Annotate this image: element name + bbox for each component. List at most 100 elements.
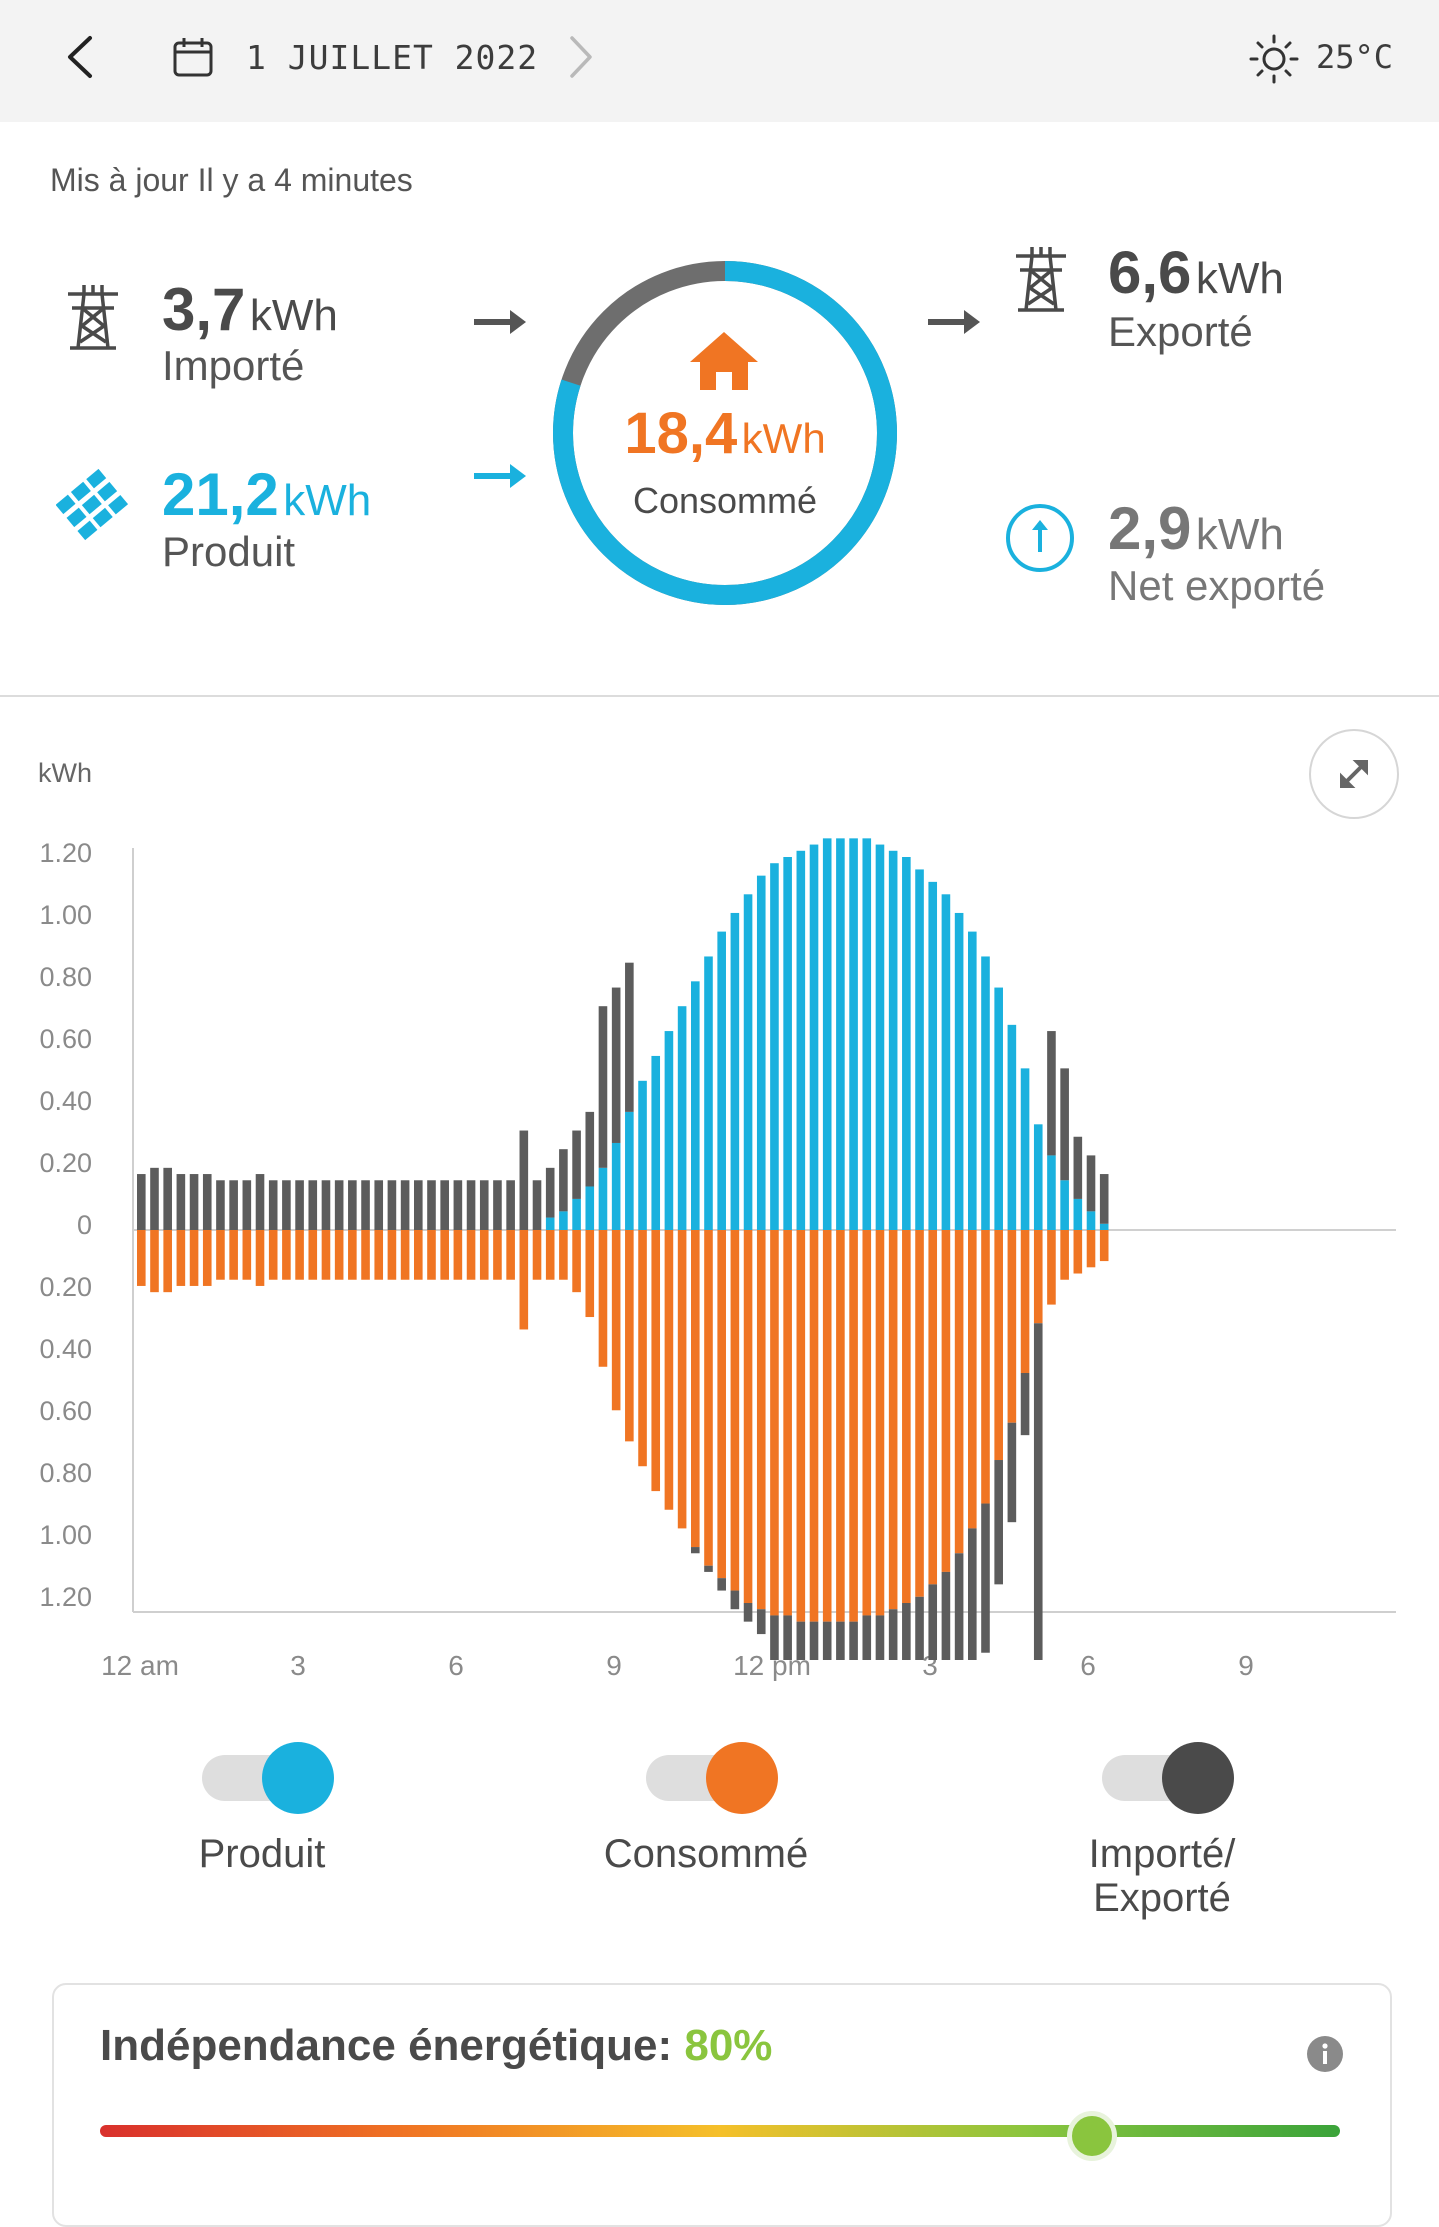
- info-icon[interactable]: [1306, 2035, 1344, 2073]
- bar-exported: [888, 1609, 898, 1660]
- bar-exported: [836, 1621, 845, 1660]
- bar-imported: [1086, 1155, 1096, 1212]
- forward-chevron-icon[interactable]: [566, 34, 596, 80]
- bar-exported: [981, 1503, 990, 1653]
- bar-consumed: [545, 1230, 555, 1280]
- y-tick-label: 0.20: [39, 1148, 92, 1178]
- bar-consumed: [427, 1230, 436, 1280]
- bar-consumed: [163, 1230, 172, 1293]
- bar-consumed: [176, 1230, 186, 1286]
- bar-produced: [1099, 1223, 1109, 1230]
- bar-imported: [255, 1174, 265, 1230]
- bar-produced: [743, 894, 753, 1230]
- bar-consumed: [453, 1230, 463, 1280]
- bar-consumed: [809, 1230, 819, 1622]
- energy-independence-card[interactable]: Indépendance énergétique: 80%: [52, 1983, 1392, 2227]
- bar-imported: [1099, 1174, 1109, 1224]
- bar-consumed: [1086, 1230, 1096, 1268]
- bar-consumed: [559, 1230, 568, 1280]
- independence-gauge-knob: [1067, 2111, 1117, 2161]
- expand-chart-button[interactable]: [1309, 729, 1399, 819]
- bar-produced: [796, 850, 806, 1230]
- bar-exported: [783, 1615, 792, 1660]
- bar-imported: [216, 1180, 225, 1230]
- consumed-label: Consommé: [632, 480, 818, 521]
- power-pylon-icon: [68, 285, 118, 350]
- imported-value: 3,7 kWh: [162, 276, 338, 343]
- bar-imported: [150, 1167, 159, 1230]
- bar-imported: [532, 1180, 542, 1230]
- back-chevron-icon[interactable]: [62, 34, 98, 80]
- updated-text: Mis à jour Il y a 4 minutes: [50, 162, 413, 198]
- energy-bar-chart[interactable]: [0, 800, 1439, 1660]
- bar-produced: [585, 1186, 595, 1230]
- toggle-consumed[interactable]: [646, 1742, 786, 1814]
- bar-consumed: [202, 1230, 212, 1286]
- bar-produced: [770, 863, 779, 1230]
- bar-consumed: [730, 1230, 740, 1591]
- bar-consumed: [466, 1230, 476, 1280]
- solar-panel-icon: [56, 468, 129, 541]
- bar-produced: [1073, 1198, 1083, 1230]
- date-label[interactable]: 1 JUILLET 2022: [246, 38, 539, 77]
- bar-exported: [730, 1590, 740, 1610]
- bar-produced: [664, 1031, 674, 1230]
- bar-imported: [348, 1180, 357, 1230]
- calendar-icon[interactable]: [172, 36, 214, 78]
- bar-produced: [651, 1055, 661, 1230]
- bar-exported: [915, 1596, 924, 1660]
- bar-exported: [954, 1553, 964, 1660]
- bar-produced: [545, 1217, 555, 1230]
- bar-imported: [176, 1174, 186, 1230]
- bar-produced: [625, 1111, 634, 1230]
- bar-imported: [202, 1174, 212, 1230]
- bar-produced: [968, 931, 977, 1230]
- section-divider: [0, 695, 1439, 697]
- exported-value: 6,6 kWh: [1108, 239, 1284, 306]
- bar-consumed: [506, 1230, 515, 1280]
- arrow-right-icon: [474, 310, 526, 334]
- bar-consumed: [625, 1230, 634, 1442]
- bar-exported: [875, 1615, 885, 1660]
- toggle-import-export[interactable]: [1102, 1742, 1242, 1814]
- bar-consumed: [796, 1230, 806, 1622]
- power-pylon-icon: [1016, 247, 1066, 312]
- bar-imported: [282, 1180, 291, 1230]
- bar-consumed: [822, 1230, 832, 1622]
- legend-import-export: Importé/ Exporté: [1012, 1832, 1312, 1920]
- toggle-produced[interactable]: [202, 1742, 342, 1814]
- bar-imported: [361, 1180, 370, 1230]
- consumed-value: 18,4 kWh: [624, 401, 826, 466]
- bar-exported: [1007, 1422, 1017, 1523]
- x-tick-label: 9: [606, 1650, 622, 1681]
- bar-produced: [902, 857, 911, 1230]
- bar-consumed: [717, 1230, 726, 1579]
- bar-imported: [268, 1180, 278, 1230]
- y-tick-label: 1.00: [39, 900, 92, 930]
- bar-consumed: [1073, 1230, 1083, 1274]
- bar-imported: [585, 1111, 595, 1187]
- bar-consumed: [532, 1230, 542, 1280]
- bar-imported: [137, 1174, 146, 1230]
- bar-exported: [743, 1603, 753, 1622]
- bar-imported: [427, 1180, 436, 1230]
- y-tick-label: 0.60: [39, 1024, 92, 1054]
- bar-exported: [704, 1565, 713, 1572]
- bar-imported: [466, 1180, 476, 1230]
- bar-consumed: [677, 1230, 687, 1529]
- bar-consumed: [493, 1230, 502, 1280]
- bar-produced: [717, 931, 726, 1230]
- y-tick-label: 0: [76, 1210, 92, 1240]
- bar-consumed: [1060, 1230, 1069, 1280]
- bar-produced: [783, 857, 792, 1230]
- bar-produced: [981, 956, 990, 1230]
- bar-produced: [559, 1211, 568, 1230]
- bar-consumed: [282, 1230, 291, 1280]
- bar-produced: [704, 956, 713, 1230]
- bar-imported: [611, 987, 621, 1143]
- bar-consumed: [334, 1230, 344, 1280]
- bar-imported: [519, 1130, 529, 1230]
- y-tick-label: 1.20: [39, 1582, 92, 1612]
- bar-exported: [717, 1578, 726, 1591]
- imported-label: Importé: [162, 342, 305, 389]
